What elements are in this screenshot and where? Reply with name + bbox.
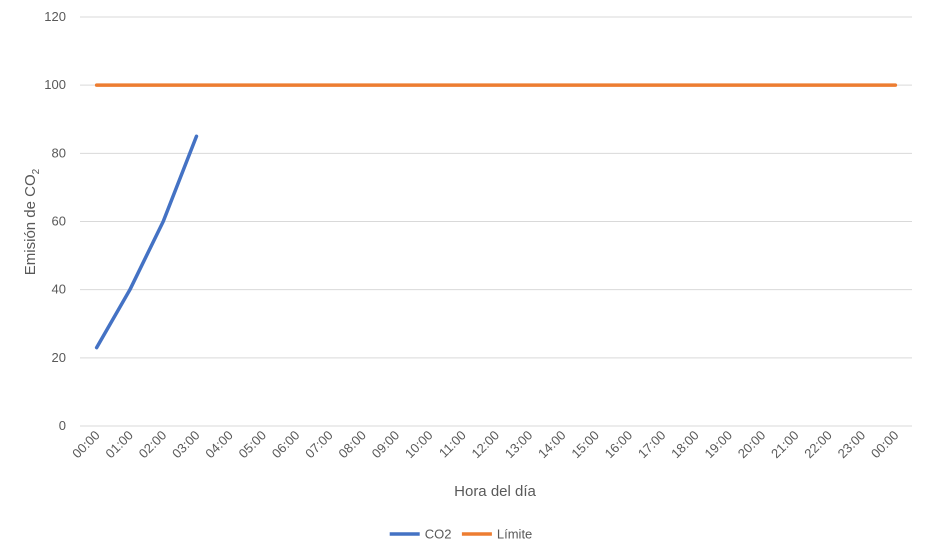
x-tick-label: 16:00 xyxy=(602,428,636,462)
x-tick-label: 17:00 xyxy=(635,428,669,462)
y-tick-label: 100 xyxy=(44,77,66,92)
x-tick-label: 09:00 xyxy=(369,428,403,462)
legend-label: Límite xyxy=(497,527,532,542)
gridlines xyxy=(80,16,912,427)
y-axis-title-main: Emisión de CO xyxy=(22,174,39,275)
x-tick-label: 06:00 xyxy=(269,428,303,462)
x-tick-label: 22:00 xyxy=(801,428,835,462)
y-tick-label: 40 xyxy=(52,282,66,297)
x-tick-label: 18:00 xyxy=(668,428,702,462)
x-tick-label: 19:00 xyxy=(701,428,735,462)
x-tick-label: 01:00 xyxy=(102,428,136,462)
x-tick-label: 05:00 xyxy=(236,428,270,462)
y-tick-label: 120 xyxy=(44,9,66,24)
y-axis-title: Emisión de CO2 xyxy=(22,168,42,275)
x-tick-label: 12:00 xyxy=(469,428,503,462)
y-axis-ticks: 0 20 40 60 80 100 120 xyxy=(44,9,66,433)
x-tick-label: 07:00 xyxy=(302,428,336,462)
y-tick-label: 60 xyxy=(52,214,66,229)
x-axis-title: Hora del día xyxy=(454,483,536,500)
x-tick-label: 00:00 xyxy=(868,428,902,462)
x-tick-label: 14:00 xyxy=(535,428,569,462)
x-tick-label: 10:00 xyxy=(402,428,436,462)
legend-label: CO2 xyxy=(425,527,452,542)
x-tick-label: 15:00 xyxy=(568,428,602,462)
x-tick-label: 04:00 xyxy=(202,428,236,462)
x-tick-label: 02:00 xyxy=(136,428,170,462)
x-tick-label: 20:00 xyxy=(735,428,769,462)
x-axis-ticks: 00:00 01:00 02:00 03:00 04:00 05:00 06:00 07:00… xyxy=(69,428,901,462)
x-tick-label: 11:00 xyxy=(436,428,469,461)
y-axis-title-subscript: 2 xyxy=(31,168,42,174)
y-tick-label: 20 xyxy=(52,350,66,365)
legend: CO2 Límite xyxy=(389,527,532,542)
x-tick-label: 03:00 xyxy=(169,428,203,462)
x-tick-label: 08:00 xyxy=(335,428,369,462)
series-lines xyxy=(94,83,898,350)
x-tick-label: 21:00 xyxy=(768,428,802,462)
y-tick-label: 80 xyxy=(52,145,66,160)
x-tick-label: 13:00 xyxy=(502,428,536,462)
x-tick-label: 23:00 xyxy=(835,428,869,462)
y-tick-label: 0 xyxy=(59,418,66,433)
series-line-0 xyxy=(94,134,199,350)
x-tick-label: 00:00 xyxy=(69,428,103,462)
